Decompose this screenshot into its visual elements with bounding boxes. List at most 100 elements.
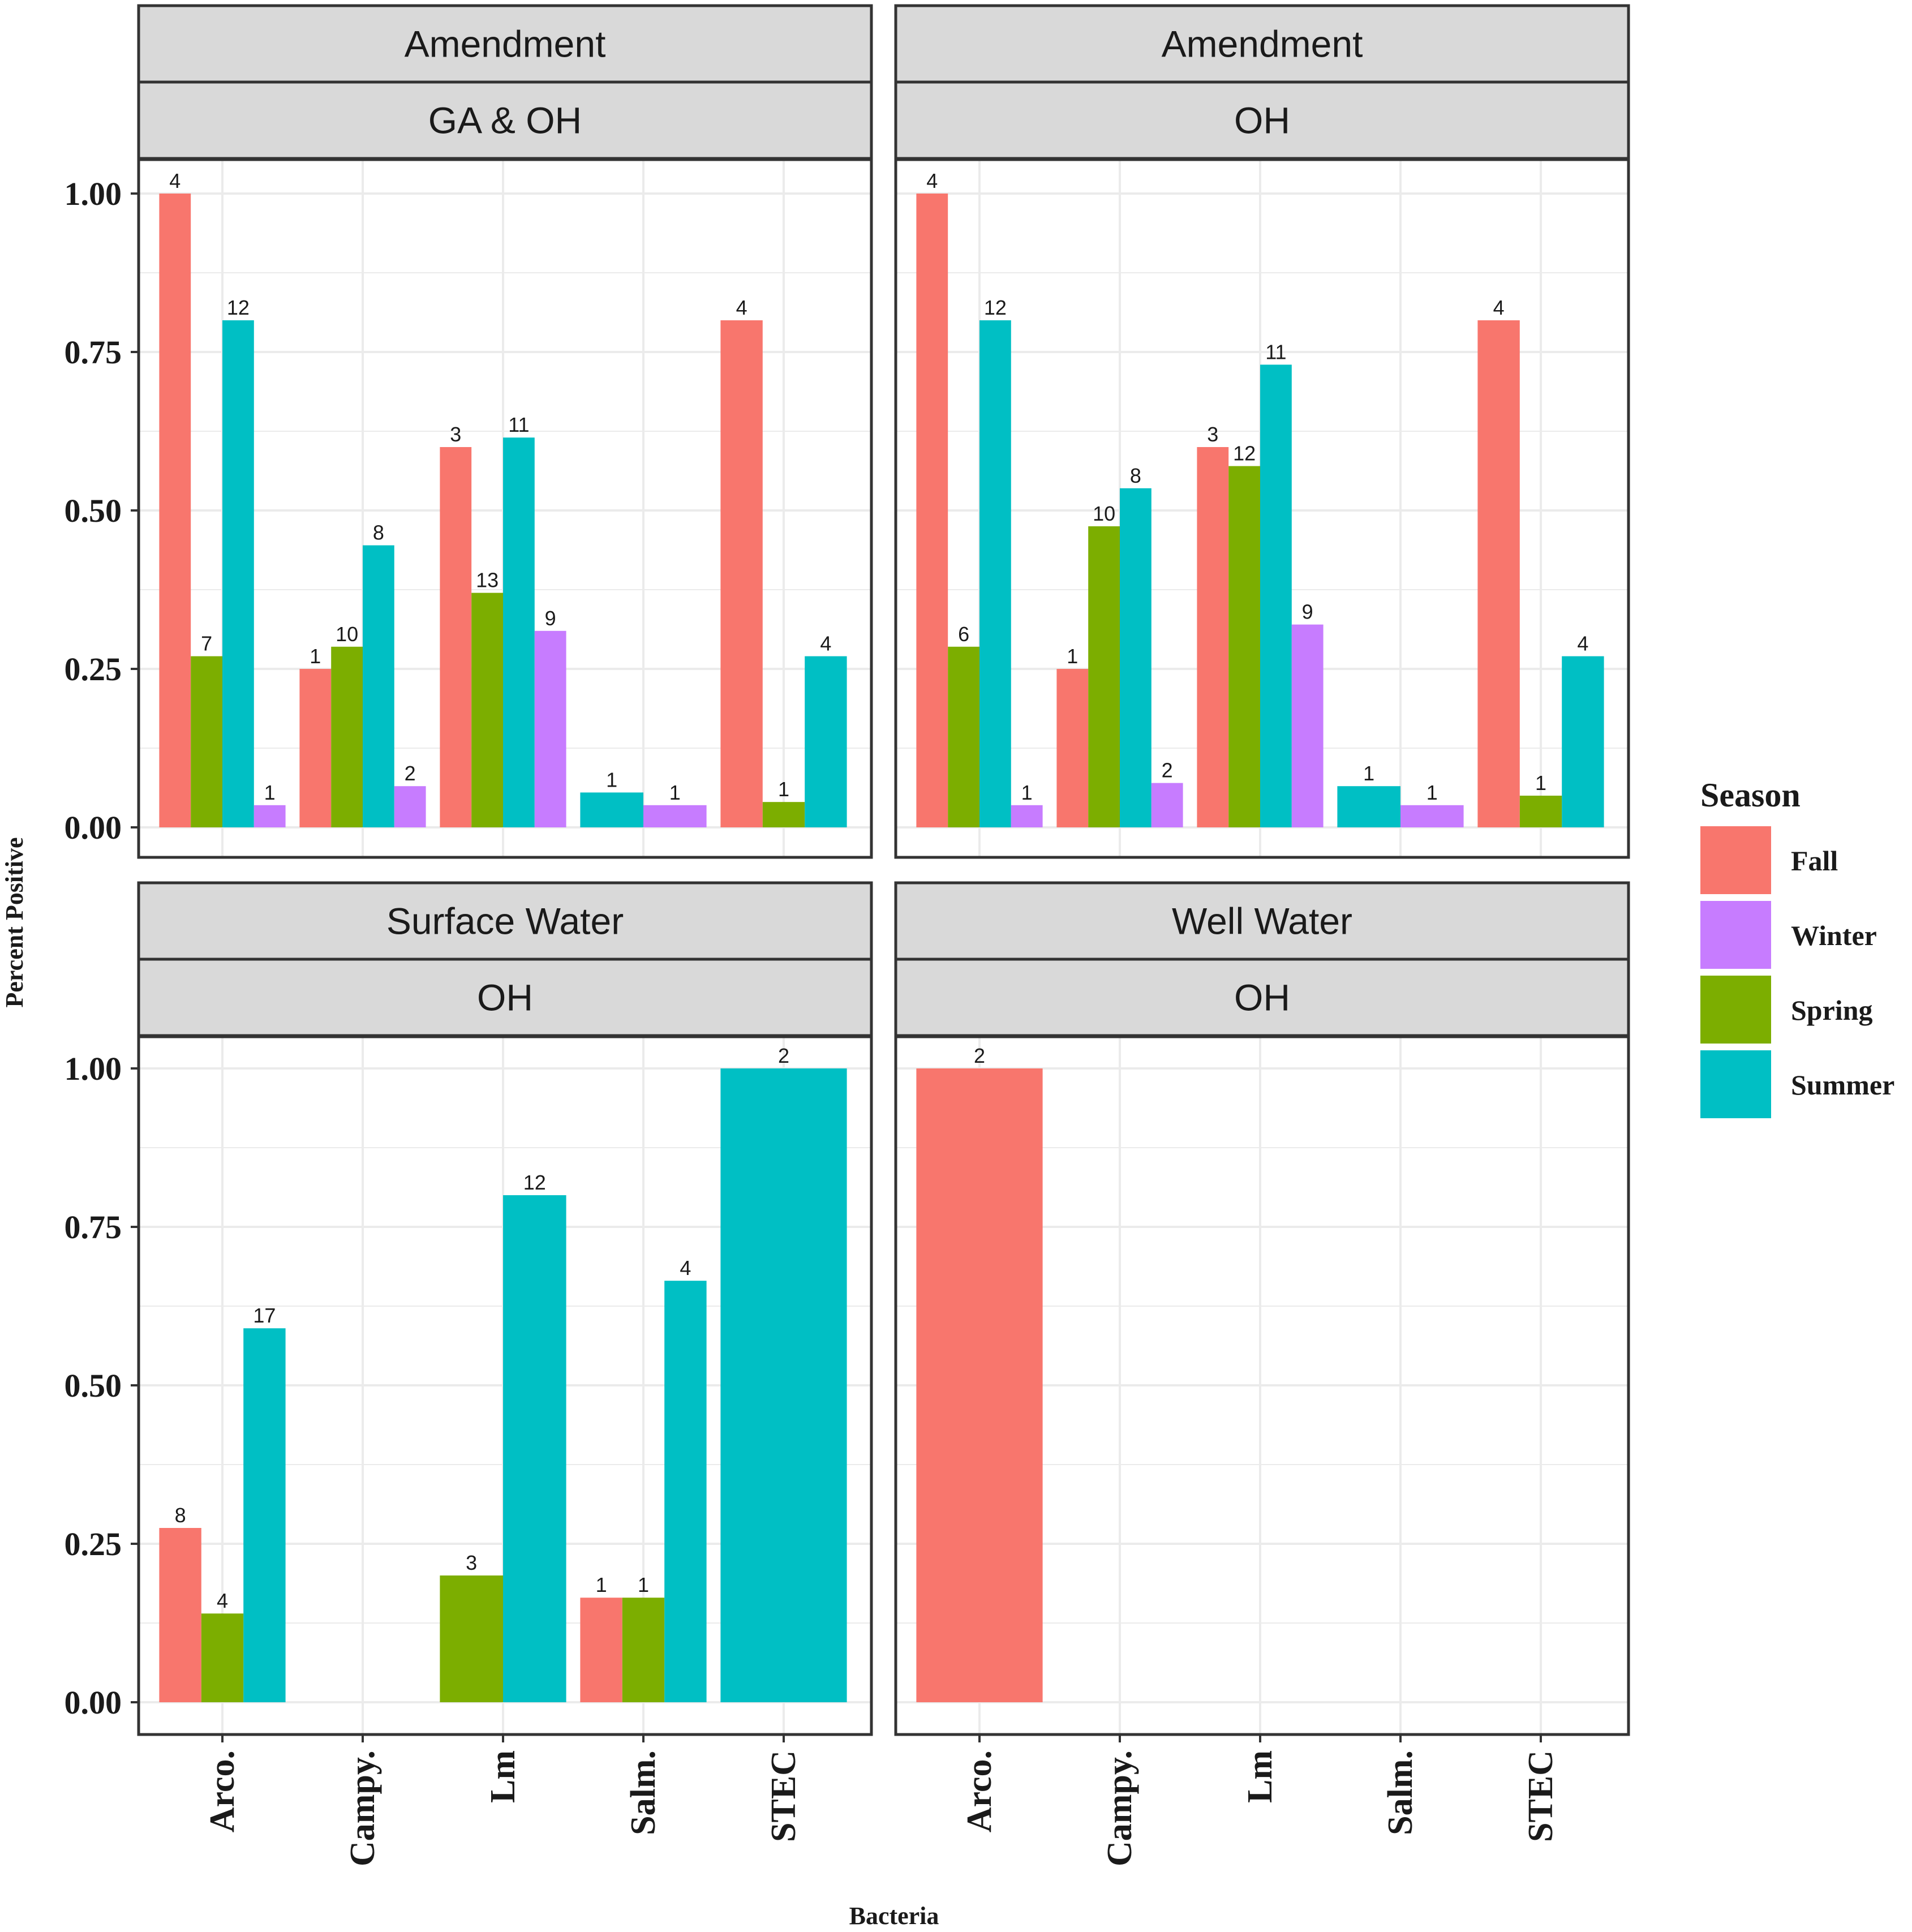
strip-bottom-box: [137, 958, 873, 1037]
strip-bottom-label: GA & OH: [428, 100, 582, 141]
y-tick-label: 1.00: [65, 1050, 122, 1087]
bar-lm-fall: [440, 447, 472, 827]
bar-label-stec-fall: 4: [736, 296, 747, 319]
bar-label-stec-summer: 2: [778, 1044, 789, 1067]
bar-label-lm-spring: 13: [476, 569, 499, 592]
bar-label-arco-winter: 1: [264, 781, 276, 804]
bar-label-arco-fall: 2: [974, 1044, 985, 1067]
legend-title: Season: [1700, 776, 1801, 814]
strip-top-label: Amendment: [1162, 23, 1363, 65]
x-tick-label-arco: Arco.: [960, 1750, 999, 1832]
bar-lm-spring: [1228, 466, 1260, 827]
bar-label-campy-spring: 10: [336, 622, 358, 646]
bar-label-arco-spring: 7: [201, 632, 212, 655]
x-tick-label-stec: STEC: [1522, 1750, 1560, 1842]
bar-campy-spring: [1088, 526, 1120, 827]
bar-arco-summer: [222, 320, 254, 827]
bar-salm-winter: [1400, 805, 1464, 827]
bar-arco-fall: [916, 194, 948, 827]
legend-label-fall: Fall: [1791, 845, 1838, 877]
bar-label-arco-summer: 12: [227, 296, 250, 319]
y-tick-label: 0.00: [65, 1684, 122, 1721]
strip-top-box: [137, 881, 873, 961]
bar-label-campy-fall: 1: [1067, 645, 1078, 668]
y-tick-label: 0.25: [65, 1526, 122, 1562]
bar-label-campy-summer: 8: [1130, 464, 1141, 487]
bars: 8 4 17 3 12 1 1 4 2: [159, 1044, 847, 1702]
bar-campy-spring: [331, 646, 363, 827]
bar-label-campy-winter: 2: [405, 762, 416, 785]
y-tick-label: 0.25: [65, 651, 122, 688]
bar-campy-fall: [1056, 669, 1089, 827]
strip-top-label: Amendment: [405, 23, 606, 65]
bar-label-salm-winter: 1: [669, 781, 681, 804]
bar-label-lm-spring: 3: [466, 1551, 477, 1574]
bar-label-arco-fall: 4: [169, 169, 181, 192]
bar-label-lm-summer: 11: [1265, 340, 1286, 363]
bar-label-salm-spring: 1: [638, 1573, 649, 1596]
panel-4: 2 Well Water OH: [894, 881, 1630, 1736]
bar-stec-fall: [1477, 320, 1520, 827]
y-tick-label: 0.50: [65, 1367, 122, 1404]
bar-lm-summer: [503, 437, 535, 827]
bar-label-lm-fall: 3: [450, 423, 461, 446]
strip-bottom-box: [894, 80, 1630, 160]
bar-stec-fall: [720, 320, 763, 827]
strip-top-label: Well Water: [1172, 900, 1352, 942]
bar-arco-fall: [916, 1068, 1043, 1702]
strip-top-box: [894, 4, 1630, 84]
bar-label-arco-spring: 4: [217, 1589, 228, 1612]
bar-lm-spring: [471, 593, 503, 827]
bar-lm-winter: [1291, 624, 1324, 827]
bar-campy-summer: [363, 545, 394, 827]
bar-label-campy-fall: 1: [310, 645, 321, 668]
x-tick-label-lm: Lm: [1241, 1750, 1279, 1803]
legend-label-spring: Spring: [1791, 994, 1873, 1026]
legend-key-spring: [1700, 976, 1771, 1044]
strip-bottom-box: [894, 958, 1630, 1037]
bar-stec-summer: [805, 656, 847, 827]
panel-3: 8 4 17 3 12 1 1 4 2 Surface Water OH: [137, 881, 873, 1736]
bar-label-lm-spring: 12: [1233, 442, 1256, 465]
bar-lm-summer: [503, 1195, 566, 1702]
bar-stec-summer: [1562, 656, 1604, 827]
bar-label-arco-spring: 6: [958, 622, 969, 646]
bar-arco-summer: [979, 320, 1011, 827]
bar-salm-summer: [1337, 786, 1400, 827]
legend-key-summer: [1700, 1050, 1771, 1118]
legend-label-summer: Summer: [1791, 1069, 1894, 1101]
bar-arco-fall: [159, 194, 191, 827]
bar-label-arco-fall: 4: [926, 169, 938, 192]
bar-lm-summer: [1260, 364, 1292, 827]
bar-label-salm-summer: 1: [606, 768, 617, 791]
x-tick-label-lm: Lm: [484, 1750, 522, 1803]
bar-label-stec-summer: 4: [1577, 632, 1588, 655]
x-tick-label-arco: Arco.: [203, 1750, 242, 1832]
bar-arco-spring: [201, 1613, 244, 1702]
bar-arco-winter: [1011, 805, 1043, 827]
bar-label-campy-spring: 10: [1093, 502, 1115, 525]
bar-campy-summer: [1120, 488, 1152, 827]
bar-campy-winter: [394, 786, 426, 827]
bar-label-lm-fall: 3: [1207, 423, 1218, 446]
bar-label-lm-summer: 11: [508, 413, 529, 436]
strip-top-label: Surface Water: [386, 900, 624, 942]
bar-arco-spring: [191, 656, 222, 827]
bar-label-campy-winter: 2: [1162, 759, 1173, 782]
bar-arco-summer: [243, 1328, 286, 1702]
bar-stec-spring: [1519, 796, 1562, 827]
bar-label-arco-fall: 8: [175, 1504, 186, 1527]
bar-label-arco-summer: 12: [984, 296, 1007, 319]
bar-arco-fall: [159, 1528, 201, 1702]
strip-bottom-label: OH: [1234, 977, 1290, 1019]
legend: Season Fall Winter Spring Summer: [1700, 776, 1894, 1118]
bar-label-salm-winter: 1: [1427, 781, 1438, 804]
y-tick-label: 0.00: [65, 809, 122, 846]
legend-label-winter: Winter: [1791, 920, 1877, 951]
y-tick-label: 0.75: [65, 1209, 122, 1246]
bar-lm-winter: [534, 630, 566, 827]
bar-label-campy-summer: 8: [373, 521, 384, 544]
